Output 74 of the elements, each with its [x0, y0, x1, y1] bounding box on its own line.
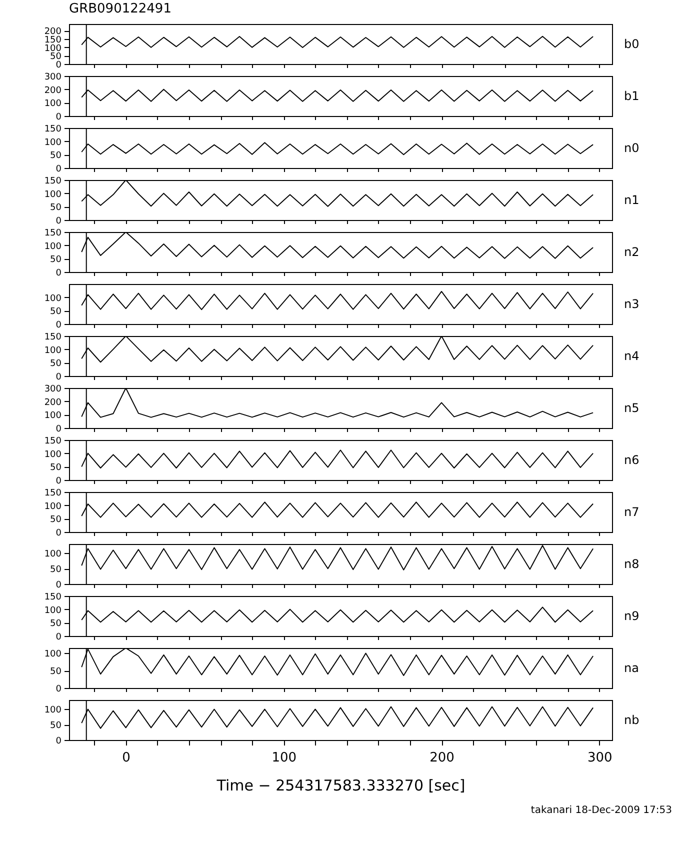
y-tick-label: 100	[44, 606, 62, 616]
y-tick-label: 150	[44, 488, 62, 498]
y-tick-label: 100	[44, 450, 62, 460]
y-tick-label: 0	[56, 268, 62, 278]
x-axis-title: Time − 254317583.333270 [sec]	[216, 776, 466, 794]
text: n6	[624, 453, 640, 467]
text: n2	[624, 245, 640, 259]
y-tick-label: 200	[44, 398, 62, 408]
text: n8	[624, 557, 640, 571]
y-tick-label: 0	[56, 632, 62, 642]
y-tick-label: 50	[50, 255, 62, 266]
y-tick-label: 100	[44, 502, 62, 512]
y-tick-label: 0	[56, 372, 62, 382]
text: na	[624, 661, 639, 675]
y-tick-label: 150	[44, 592, 62, 602]
text: n1	[624, 193, 640, 207]
y-tick-label: 100	[44, 650, 62, 660]
text: n9	[624, 609, 640, 623]
y-tick-label: 0	[56, 164, 62, 174]
y-tick-label: 100	[44, 99, 62, 110]
y-tick-label: 150	[44, 176, 62, 186]
y-tick-label: 100	[44, 44, 62, 54]
y-tick-label: 0	[56, 580, 62, 590]
y-tick-label: 150	[44, 436, 62, 446]
y-tick-label: 150	[44, 228, 62, 238]
x-tick-label: 200	[430, 750, 454, 766]
y-tick-label: 150	[44, 124, 62, 134]
text: n7	[624, 505, 640, 519]
y-tick-label: 50	[50, 667, 62, 678]
y-tick-label: 100	[44, 190, 62, 200]
y-tick-label: 0	[56, 112, 62, 122]
y-tick-label: 50	[50, 307, 62, 318]
y-tick-label: 0	[56, 60, 62, 70]
y-tick-label: 150	[44, 36, 62, 46]
y-tick-label: 200	[44, 86, 62, 96]
x-tick-label: 0	[122, 750, 130, 766]
x-tick-label: 300	[587, 750, 612, 766]
y-tick-label: 0	[56, 216, 62, 226]
y-tick-label: 100	[44, 706, 62, 716]
y-tick-label: 50	[50, 151, 62, 162]
chart-title: GRB090122491	[69, 2, 172, 16]
y-tick-label: 50	[50, 359, 62, 370]
y-tick-label: 150	[44, 332, 62, 342]
y-tick-label: 100	[44, 346, 62, 356]
text: n5	[624, 401, 640, 415]
y-tick-label: 200	[44, 27, 62, 38]
text: n4	[624, 349, 640, 363]
text: takanari 18-Dec-2009 17:53	[530, 804, 673, 818]
y-tick-label: 50	[50, 515, 62, 526]
y-tick-label: 0	[56, 736, 62, 746]
y-tick-label: 0	[56, 528, 62, 538]
y-tick-label: 300	[44, 72, 62, 82]
y-tick-label: 100	[44, 138, 62, 148]
text: b0	[624, 37, 640, 51]
y-tick-label: 100	[44, 242, 62, 252]
text: b1	[624, 89, 640, 103]
x-tick-label: 100	[272, 750, 297, 766]
y-tick-label: 50	[50, 463, 62, 474]
text: n0	[624, 141, 640, 155]
y-tick-label: 0	[56, 320, 62, 330]
y-tick-label: 0	[56, 424, 62, 434]
text: n3	[624, 297, 640, 311]
y-tick-label: 50	[50, 52, 62, 62]
y-tick-label: 0	[56, 684, 62, 694]
y-tick-label: 50	[50, 619, 62, 630]
y-tick-label: 100	[44, 411, 62, 422]
y-tick-label: 50	[50, 203, 62, 214]
y-tick-label: 100	[44, 294, 62, 304]
text: nb	[624, 713, 640, 727]
y-tick-label: 100	[44, 550, 62, 560]
y-tick-label: 50	[50, 721, 62, 732]
y-tick-label: 50	[50, 565, 62, 576]
y-tick-label: 300	[44, 384, 62, 394]
y-tick-label: 0	[56, 476, 62, 486]
